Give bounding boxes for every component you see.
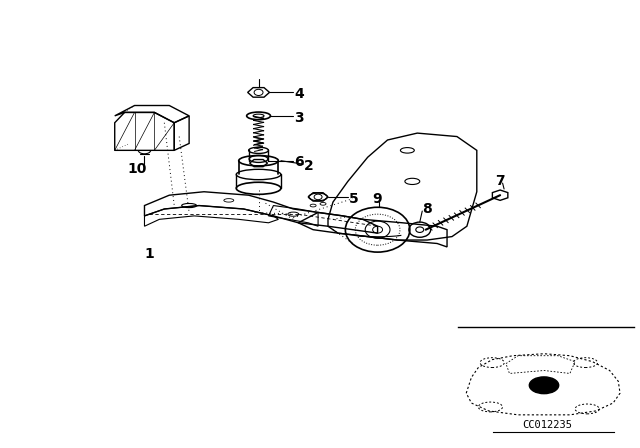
Text: CC012235: CC012235 [522, 420, 572, 430]
Text: 5: 5 [349, 192, 358, 206]
Text: 7: 7 [495, 174, 505, 189]
Text: 10: 10 [127, 162, 147, 177]
Text: 6: 6 [294, 155, 304, 169]
Circle shape [529, 377, 559, 394]
Text: 8: 8 [422, 202, 432, 216]
Text: 9: 9 [372, 192, 382, 206]
Text: 2: 2 [304, 159, 314, 173]
Text: 1: 1 [145, 247, 154, 261]
Text: 4: 4 [294, 87, 304, 101]
Text: 3: 3 [294, 111, 304, 125]
